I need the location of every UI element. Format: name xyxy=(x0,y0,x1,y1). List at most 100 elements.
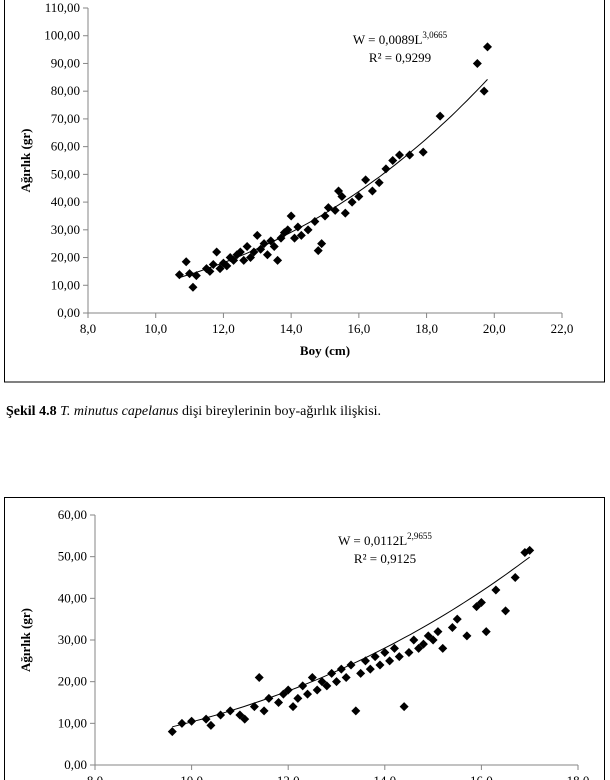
data-point xyxy=(481,627,491,637)
data-point xyxy=(375,660,385,670)
data-point xyxy=(418,147,428,157)
data-point xyxy=(351,706,361,716)
y-tick-label: 10,00 xyxy=(51,277,80,292)
data-point xyxy=(283,225,293,235)
y-tick-label: 110,00 xyxy=(45,0,80,15)
data-point xyxy=(418,639,428,649)
data-point xyxy=(361,175,371,185)
y-tick-label: 100,00 xyxy=(44,28,80,43)
data-point xyxy=(380,648,390,657)
caption-text: dişi bireylerinin boy-ağırlık ilişkisi. xyxy=(182,404,381,419)
y-tick-label: 50,00 xyxy=(51,166,80,181)
data-point xyxy=(264,693,274,703)
x-tick-label: 18,0 xyxy=(567,773,590,780)
data-point xyxy=(365,664,375,674)
data-point xyxy=(370,652,380,662)
data-point xyxy=(312,685,322,695)
data-point xyxy=(327,668,337,678)
data-point xyxy=(310,217,320,226)
data-point xyxy=(332,677,341,687)
data-point xyxy=(404,648,414,657)
data-point xyxy=(239,255,249,265)
data-point xyxy=(337,192,347,202)
data-point xyxy=(296,230,306,240)
y-tick-label: 10,00 xyxy=(58,715,87,730)
data-point xyxy=(317,239,327,249)
data-point xyxy=(293,222,303,232)
data-point xyxy=(187,716,197,726)
data-point xyxy=(206,720,216,730)
x-tick-label: 8,0 xyxy=(80,321,96,336)
data-point xyxy=(242,241,252,251)
x-tick-label: 12,0 xyxy=(277,773,300,780)
data-point xyxy=(212,247,222,257)
y-axis-label: Ağırlık (gr) xyxy=(18,608,33,672)
trend-equation-base: W = 0,0089L xyxy=(353,32,423,47)
y-tick-label: 40,00 xyxy=(51,194,80,209)
data-point xyxy=(435,111,445,121)
data-point xyxy=(273,255,283,265)
data-point xyxy=(389,643,399,653)
x-tick-label: 14,0 xyxy=(280,321,303,336)
data-point xyxy=(462,631,472,641)
data-point xyxy=(167,727,177,737)
data-point xyxy=(307,673,317,682)
data-point xyxy=(254,673,264,682)
data-point xyxy=(381,164,391,174)
data-point xyxy=(483,42,493,52)
caption: Şekil 4.8 T. minutus capelanus dişi bire… xyxy=(6,404,381,419)
data-point xyxy=(262,250,272,260)
data-point xyxy=(472,58,482,68)
data-point xyxy=(346,660,356,670)
y-tick-label: 20,00 xyxy=(51,250,80,265)
x-tick-label: 14,0 xyxy=(373,773,396,780)
data-point xyxy=(356,668,366,678)
data-point xyxy=(330,205,340,215)
data-point xyxy=(174,270,184,280)
trendline xyxy=(179,79,488,279)
data-point xyxy=(177,718,187,728)
caption-number: Şekil 4.8 xyxy=(6,404,57,419)
data-point xyxy=(249,702,259,712)
data-point xyxy=(216,710,226,720)
x-tick-label: 16,0 xyxy=(470,773,493,780)
trend-r2: R² = 0,9125 xyxy=(354,551,416,566)
data-point xyxy=(303,689,313,699)
data-point xyxy=(259,706,269,716)
data-point xyxy=(269,241,279,251)
data-point xyxy=(185,269,195,279)
y-tick-label: 30,00 xyxy=(58,632,87,647)
data-point xyxy=(367,186,377,196)
data-point xyxy=(394,652,404,662)
y-tick-label: 80,00 xyxy=(51,83,80,98)
data-point xyxy=(388,156,398,165)
data-point xyxy=(399,702,409,712)
caption-species: T. minutus capelanus xyxy=(60,404,179,419)
data-point xyxy=(479,86,489,96)
y-tick-label: 60,00 xyxy=(51,139,80,154)
data-point xyxy=(452,614,462,624)
data-point xyxy=(303,225,313,235)
trend-equation: W = 0,0089L3,0665 xyxy=(353,30,448,47)
data-point xyxy=(374,178,384,188)
data-point xyxy=(341,673,351,682)
data-point xyxy=(235,247,245,257)
x-tick-label: 12,0 xyxy=(212,321,235,336)
y-tick-label: 20,00 xyxy=(58,674,87,689)
y-tick-label: 50,00 xyxy=(58,549,87,564)
data-point xyxy=(394,150,404,160)
trend-r2: R² = 0,9299 xyxy=(369,50,431,65)
data-point xyxy=(447,623,457,632)
trend-equation-exponent: 2,9655 xyxy=(407,531,432,541)
data-point xyxy=(298,681,308,691)
data-point xyxy=(354,192,364,202)
data-point xyxy=(385,656,395,666)
data-point xyxy=(501,606,511,616)
x-tick-label: 18,0 xyxy=(415,321,438,336)
x-tick-label: 8,0 xyxy=(87,773,103,780)
data-point xyxy=(286,211,296,221)
x-tick-label: 10,0 xyxy=(144,321,167,336)
data-point xyxy=(525,545,535,555)
x-tick-label: 20,0 xyxy=(483,321,506,336)
trend-equation-exponent: 3,0665 xyxy=(422,30,447,40)
